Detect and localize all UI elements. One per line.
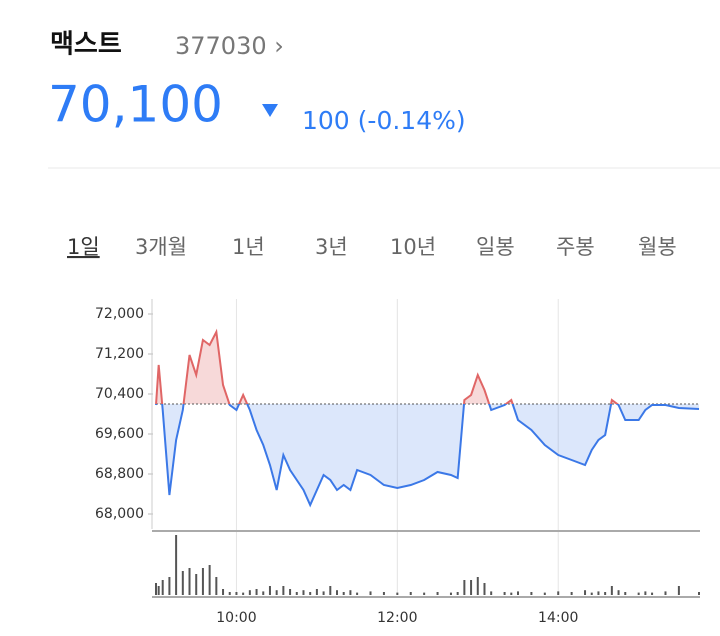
volume-bar	[268, 586, 271, 595]
volume-bar	[517, 591, 519, 595]
period-tab[interactable]: 일봉	[476, 235, 515, 259]
volume-bar	[188, 568, 191, 595]
volume-bar	[222, 589, 225, 595]
period-tab[interactable]: 월봉	[638, 235, 677, 259]
volume-bar	[483, 583, 486, 595]
volume-bar	[215, 577, 218, 595]
volume-bar	[201, 568, 204, 595]
period-tab[interactable]: 3개월	[135, 235, 187, 259]
volume-bar	[664, 591, 667, 595]
tabs: 1일 3개월 1년 3년 10년 일봉 주봉 월봉	[67, 235, 677, 259]
volume-bar	[175, 535, 178, 595]
volume-bar	[584, 590, 587, 595]
volume-bar	[597, 591, 600, 595]
volume-bar	[262, 591, 265, 595]
down-arrow	[262, 104, 278, 117]
volume-bar	[157, 586, 160, 595]
volume-bar	[436, 592, 439, 595]
period-tab[interactable]: 주봉	[556, 235, 595, 259]
volume-bar	[617, 590, 620, 595]
volume-bar	[637, 592, 640, 595]
volume-bar	[423, 592, 426, 595]
volume-bar	[168, 577, 171, 595]
area-down	[156, 404, 699, 505]
volume-bar	[382, 592, 385, 595]
volume-bar	[248, 590, 251, 595]
volume-bar	[677, 586, 680, 595]
volume-bar	[356, 592, 359, 595]
volume-bar	[275, 590, 278, 595]
x-tick-label: 12:00	[377, 610, 417, 626]
volume-bar	[235, 592, 238, 595]
volume-bar	[651, 592, 654, 595]
volume-bar	[449, 592, 452, 595]
y-tick-label: 70,400	[95, 386, 144, 402]
period-tab[interactable]: 3년	[315, 235, 348, 259]
period-tab[interactable]: 1일	[67, 235, 100, 259]
volume-bar	[195, 574, 198, 595]
volume-bar	[610, 586, 613, 595]
volume-bar	[282, 586, 285, 595]
volume-bar	[322, 591, 325, 595]
volume-bar	[570, 592, 573, 595]
price: 70,100	[48, 76, 223, 134]
price-change: 100 (-0.14%)	[302, 106, 466, 135]
volume-bar	[476, 577, 479, 595]
volume-bar	[698, 592, 700, 595]
volume-bar	[463, 580, 466, 595]
price-line-up	[155, 328, 666, 404]
volume-bar	[295, 592, 298, 595]
volume-bar	[242, 592, 245, 595]
stock-name[interactable]: 맥스트	[50, 30, 122, 60]
volume-bar	[336, 590, 338, 595]
volume-bar	[155, 583, 157, 595]
stock-code[interactable]: 377030 ›	[175, 32, 284, 60]
volume-bar	[329, 586, 332, 595]
volume-bar	[490, 591, 493, 595]
volume-bar	[208, 565, 211, 595]
y-tick-label: 72,000	[95, 306, 144, 322]
volume-bar	[456, 592, 459, 595]
volume-bar	[557, 591, 560, 595]
volume-bar	[289, 589, 292, 595]
period-tab[interactable]: 10년	[390, 235, 436, 259]
volume-bar	[302, 590, 305, 595]
y-tick-label: 68,800	[95, 466, 144, 482]
volume-bar	[590, 592, 593, 595]
volume-bar	[161, 580, 164, 595]
volume-bar	[228, 592, 231, 595]
volume-bar	[309, 592, 312, 595]
volume-bar	[510, 592, 513, 595]
volume-bar	[349, 590, 352, 595]
period-tab[interactable]: 1년	[232, 235, 265, 259]
price-line-down	[155, 404, 700, 508]
volume-bar	[624, 592, 627, 595]
volume-bar	[181, 571, 184, 595]
y-tick-label: 71,200	[95, 346, 144, 362]
volume-bar	[530, 592, 533, 595]
chart: 72,000 71,200 70,400 69,600 68,800 68,000 10:0…	[95, 299, 700, 626]
volume-bar	[342, 592, 345, 595]
volume-bar	[369, 591, 372, 595]
volume-bar	[543, 592, 546, 595]
y-tick-label: 69,600	[95, 426, 144, 442]
area-up	[156, 332, 699, 404]
volume-bar	[604, 592, 607, 595]
x-tick-label: 14:00	[538, 610, 578, 626]
volume-bar	[470, 580, 473, 595]
x-tick-label: 10:00	[216, 610, 256, 626]
y-tick-label: 68,000	[95, 506, 144, 522]
volume-bar	[315, 589, 318, 595]
volume-bar	[396, 592, 399, 595]
volume-bar	[409, 592, 412, 595]
volume-bar	[644, 591, 647, 595]
volume-bar	[255, 589, 258, 595]
volume-bar	[503, 592, 506, 595]
